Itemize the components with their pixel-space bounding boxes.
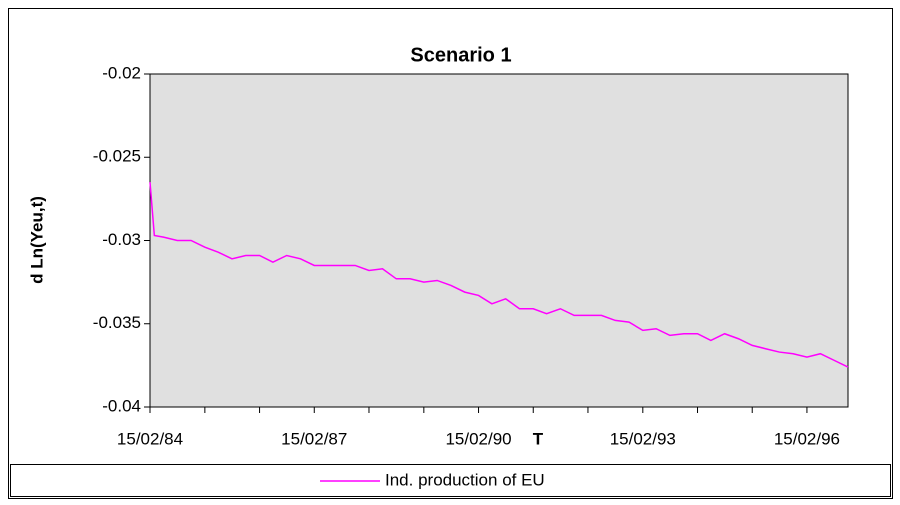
y-tick-label: -0.035 [93, 313, 141, 332]
x-tick-label: 15/02/84 [117, 429, 183, 448]
data-line [149, 182, 849, 368]
y-tick-label: -0.03 [102, 230, 141, 249]
y-tick-label: -0.04 [102, 396, 141, 415]
legend-label: Ind. production of EU [385, 470, 545, 489]
plot-area [149, 73, 849, 408]
chart-title: Scenario 1 [410, 44, 511, 66]
x-axis-label: T [533, 429, 544, 448]
x-tick-label: 15/02/93 [610, 429, 676, 448]
y-axis-label: d Ln(Yeu,t) [27, 196, 46, 284]
x-tick-label: 15/02/90 [445, 429, 511, 448]
y-tick-label: -0.025 [93, 147, 141, 166]
x-tick-label: 15/02/96 [774, 429, 840, 448]
y-tick-label: -0.02 [102, 63, 141, 82]
legend-box [10, 464, 891, 497]
x-tick-label: 15/02/87 [281, 429, 347, 448]
